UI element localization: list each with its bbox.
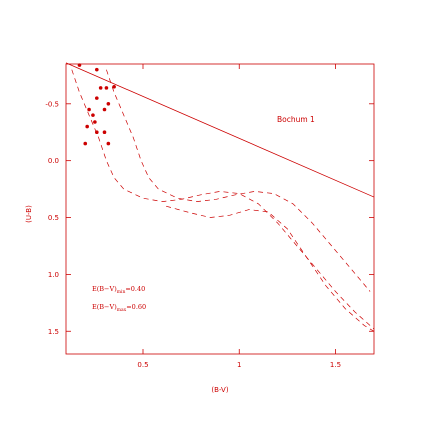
star-point [87, 107, 91, 112]
star-point [102, 107, 107, 112]
star-point [104, 86, 109, 90]
emax-sub: max [117, 308, 127, 313]
axis-ticks [66, 64, 374, 354]
y-tick-label: 1.0 [48, 271, 59, 279]
sequence-curve [166, 205, 375, 332]
star-point [95, 130, 99, 135]
x-tick-label: 0.5 [137, 361, 148, 369]
intrinsic-sequence-curves [71, 69, 375, 332]
y-tick-label: 1.5 [48, 328, 59, 336]
star-point [106, 102, 111, 106]
cluster-label: Bochum 1 [277, 115, 315, 124]
axis-tick-labels: 0.5 1 1.5 -0.5 0.0 0.5 1.0 1.5 [45, 100, 341, 369]
star-point [95, 67, 99, 72]
star-point [93, 120, 97, 124]
star-point [95, 96, 99, 100]
emax-prefix: E(B−V) [92, 303, 117, 311]
reddening-line [65, 62, 375, 198]
star-point [91, 113, 95, 117]
reddening-line-group [65, 62, 375, 198]
x-axis-label: (B-V) [211, 386, 228, 394]
emax-annotation: E(B−V)max=0.60 [92, 303, 146, 313]
x-tick-label: 1.5 [330, 361, 341, 369]
star-point [106, 141, 111, 146]
y-tick-label: -0.5 [45, 100, 59, 108]
sequence-curve [71, 69, 375, 330]
sequence-curve [106, 69, 371, 292]
emin-value: =0.40 [125, 285, 145, 293]
emax-value: =0.60 [126, 303, 146, 311]
star-point [112, 84, 116, 89]
x-tick-label: 1 [237, 361, 241, 369]
emin-annotation: E(B−V)min=0.40 [92, 285, 145, 295]
data-points [77, 63, 116, 146]
star-point [102, 130, 107, 135]
emin-prefix: E(B−V) [92, 285, 117, 293]
emin-sub: min [117, 289, 126, 295]
plot-frame [65, 63, 375, 355]
star-point [77, 63, 82, 67]
y-axis-label: (U-B) [25, 205, 33, 223]
star-point [85, 124, 89, 129]
y-tick-label: 0.5 [48, 214, 59, 222]
y-tick-label: 0.0 [48, 157, 59, 165]
star-point [98, 86, 103, 90]
star-point [83, 141, 88, 146]
